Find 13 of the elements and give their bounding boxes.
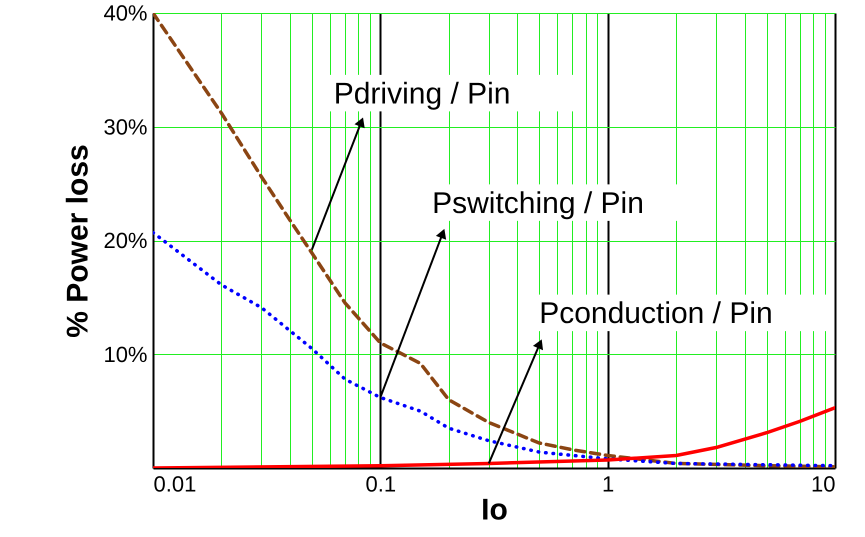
- y-tick-label: 30%: [103, 114, 148, 140]
- annotation: Pconduction / Pin: [539, 297, 773, 330]
- y-axis-title: % Power loss: [61, 144, 94, 338]
- x-tick-label: 1: [602, 472, 614, 496]
- x-tick-label: 0.01: [154, 472, 196, 496]
- y-tick-label: 20%: [103, 228, 148, 253]
- x-tick-label: 0.1: [366, 472, 396, 496]
- y-tick-label: 40%: [103, 0, 148, 26]
- x-axis-title: Io: [481, 494, 508, 526]
- annotation: Pswitching / Pin: [432, 186, 644, 220]
- annotation: Pdriving / Pin: [334, 77, 510, 110]
- y-tick-label: 10%: [103, 342, 148, 367]
- x-tick-label: 10: [811, 472, 836, 496]
